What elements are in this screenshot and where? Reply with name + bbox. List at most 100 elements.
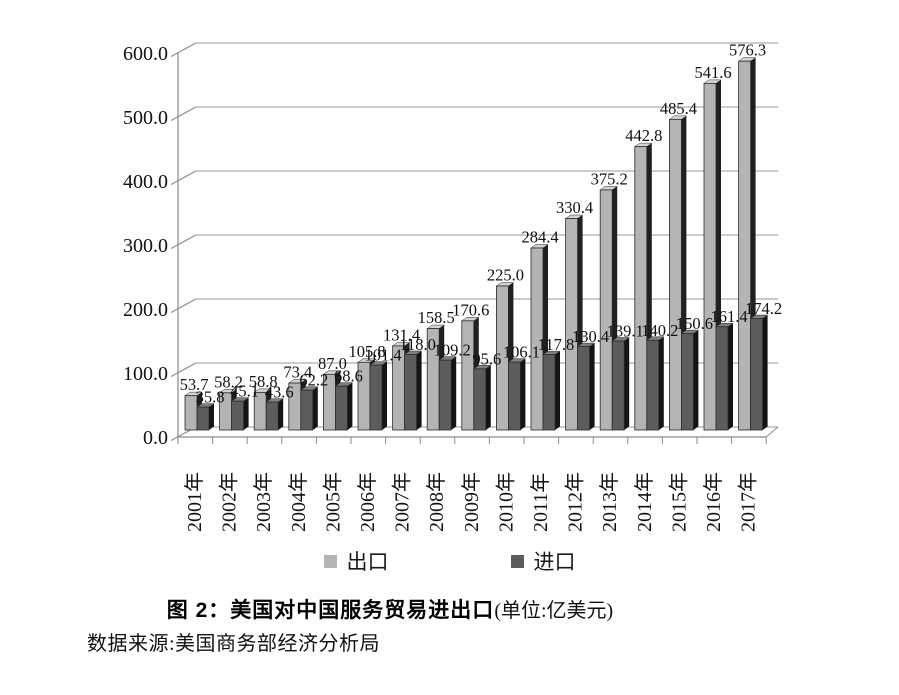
- import-value-label: 130.4: [572, 327, 609, 346]
- export-value-label: 330.4: [556, 198, 593, 217]
- y-tick-diagonal: [170, 170, 197, 185]
- x-tick-label: 2007年: [391, 472, 414, 532]
- caption-title: 图 2：美国对中国服务贸易进出口: [166, 599, 495, 622]
- import-bar: [265, 401, 279, 431]
- export-value-label: 73.4: [283, 363, 312, 382]
- import-value-label: 161.4: [710, 307, 747, 326]
- import-bar-side: [693, 330, 699, 430]
- export-value-label: 58.2: [214, 372, 243, 391]
- y-tick-label: 400.0: [123, 171, 168, 193]
- y-tick-label: 200.0: [123, 299, 168, 321]
- x-tick-label: 2017年: [737, 472, 760, 532]
- legend-item-export: 出口: [323, 546, 389, 576]
- export-value-label: 58.8: [249, 372, 278, 391]
- import-value-label: 139.1: [607, 321, 644, 340]
- export-bar: [565, 218, 578, 431]
- import-value-label: 95.6: [472, 349, 501, 368]
- export-value-label: 284.4: [521, 227, 558, 246]
- legend-item-import: 进口: [510, 546, 576, 576]
- import-bar: [507, 361, 521, 431]
- import-bar: [715, 326, 729, 431]
- y-tick-diagonal: [170, 234, 197, 249]
- y-tick-label: 100.0: [123, 363, 168, 385]
- x-tick-label: 2003年: [252, 472, 275, 532]
- import-bar: [611, 340, 625, 431]
- x-tick-label: 2014年: [633, 472, 656, 532]
- import-bar-side: [451, 356, 457, 430]
- import-bar: [646, 339, 660, 431]
- export-bar: [599, 189, 613, 431]
- y-tick-diagonal: [170, 106, 197, 121]
- y-tick-label: 500.0: [123, 107, 168, 129]
- import-bar-side: [520, 358, 526, 430]
- x-tick-label: 2005年: [321, 472, 344, 532]
- x-tick-label: 2001年: [183, 472, 206, 532]
- x-tick-label: 2013年: [598, 472, 621, 532]
- export-value-label: 442.8: [625, 126, 662, 145]
- x-tick-label: 2008年: [425, 472, 448, 532]
- import-bar-side: [416, 350, 422, 430]
- export-value-label: 485.4: [660, 99, 697, 118]
- import-color-swatch: [510, 554, 524, 568]
- import-value-label: 140.2: [641, 321, 678, 340]
- import-bar: [473, 368, 487, 431]
- import-value-label: 118.0: [399, 335, 436, 354]
- x-tick-label: 2011年: [529, 473, 552, 532]
- y-tick-label: 0.0: [143, 427, 168, 449]
- import-bar-side: [382, 361, 387, 430]
- y-tick-diagonal: [170, 298, 197, 313]
- import-bar-side: [243, 397, 249, 430]
- import-bar-side: [658, 336, 664, 430]
- import-bar-side: [589, 343, 595, 430]
- export-bar: [738, 60, 751, 431]
- legend-label-export: 出口: [346, 550, 389, 574]
- import-bar: [196, 406, 210, 431]
- import-bar: [542, 354, 556, 431]
- import-value-label: 43.6: [265, 383, 294, 402]
- export-value-label: 53.7: [180, 375, 209, 394]
- y-tick-diagonal: [170, 362, 197, 377]
- import-bar-side: [624, 337, 630, 430]
- y-tick-diagonal: [170, 42, 197, 57]
- import-bar-side: [209, 403, 214, 430]
- caption-unit-note: (单位:亿美元): [494, 600, 614, 622]
- x-tick-label: 2010年: [494, 472, 517, 532]
- import-bar-side: [278, 398, 284, 430]
- import-bar: [231, 400, 245, 431]
- import-bar: [577, 346, 590, 431]
- import-value-label: 106.1: [503, 343, 540, 362]
- import-value-label: 109.2: [434, 341, 471, 360]
- import-bar: [438, 359, 452, 431]
- x-tick-label: 2004年: [287, 472, 310, 532]
- chart-legend: 出口 进口: [0, 546, 899, 576]
- export-color-swatch: [323, 554, 337, 568]
- import-bar: [750, 318, 763, 431]
- import-bar: [404, 354, 418, 431]
- import-bar: [334, 385, 348, 431]
- export-value-label: 225.0: [487, 266, 524, 285]
- export-value-label: 576.3: [729, 41, 766, 60]
- import-bar-side: [347, 382, 353, 430]
- x-tick-label: 2015年: [667, 472, 690, 532]
- import-value-label: 174.2: [745, 299, 782, 318]
- import-bar: [369, 364, 383, 431]
- export-bar: [530, 247, 544, 431]
- import-bar: [300, 389, 314, 431]
- bar-chart-canvas: 0.0 100.0 200.0 300.0 400.0 500.0 600.0 53.735.…: [123, 41, 782, 532]
- import-bar: [681, 333, 694, 431]
- import-value-label: 45.1: [230, 382, 259, 401]
- legend-label-import: 进口: [533, 550, 576, 574]
- export-value-label: 170.6: [452, 300, 489, 319]
- export-value-label: 131.4: [383, 325, 420, 344]
- import-bar-side: [555, 351, 560, 430]
- export-value-label: 375.2: [591, 169, 628, 188]
- import-value-label: 35.8: [196, 388, 225, 407]
- export-value-label: 158.5: [418, 308, 455, 327]
- floor-right-edge: [765, 426, 779, 438]
- x-tick-label: 2009年: [460, 472, 483, 532]
- export-bar: [703, 82, 717, 431]
- export-value-label: 541.6: [694, 63, 731, 82]
- export-value-label: 87.0: [318, 354, 347, 373]
- import-value-label: 117.8: [538, 335, 575, 354]
